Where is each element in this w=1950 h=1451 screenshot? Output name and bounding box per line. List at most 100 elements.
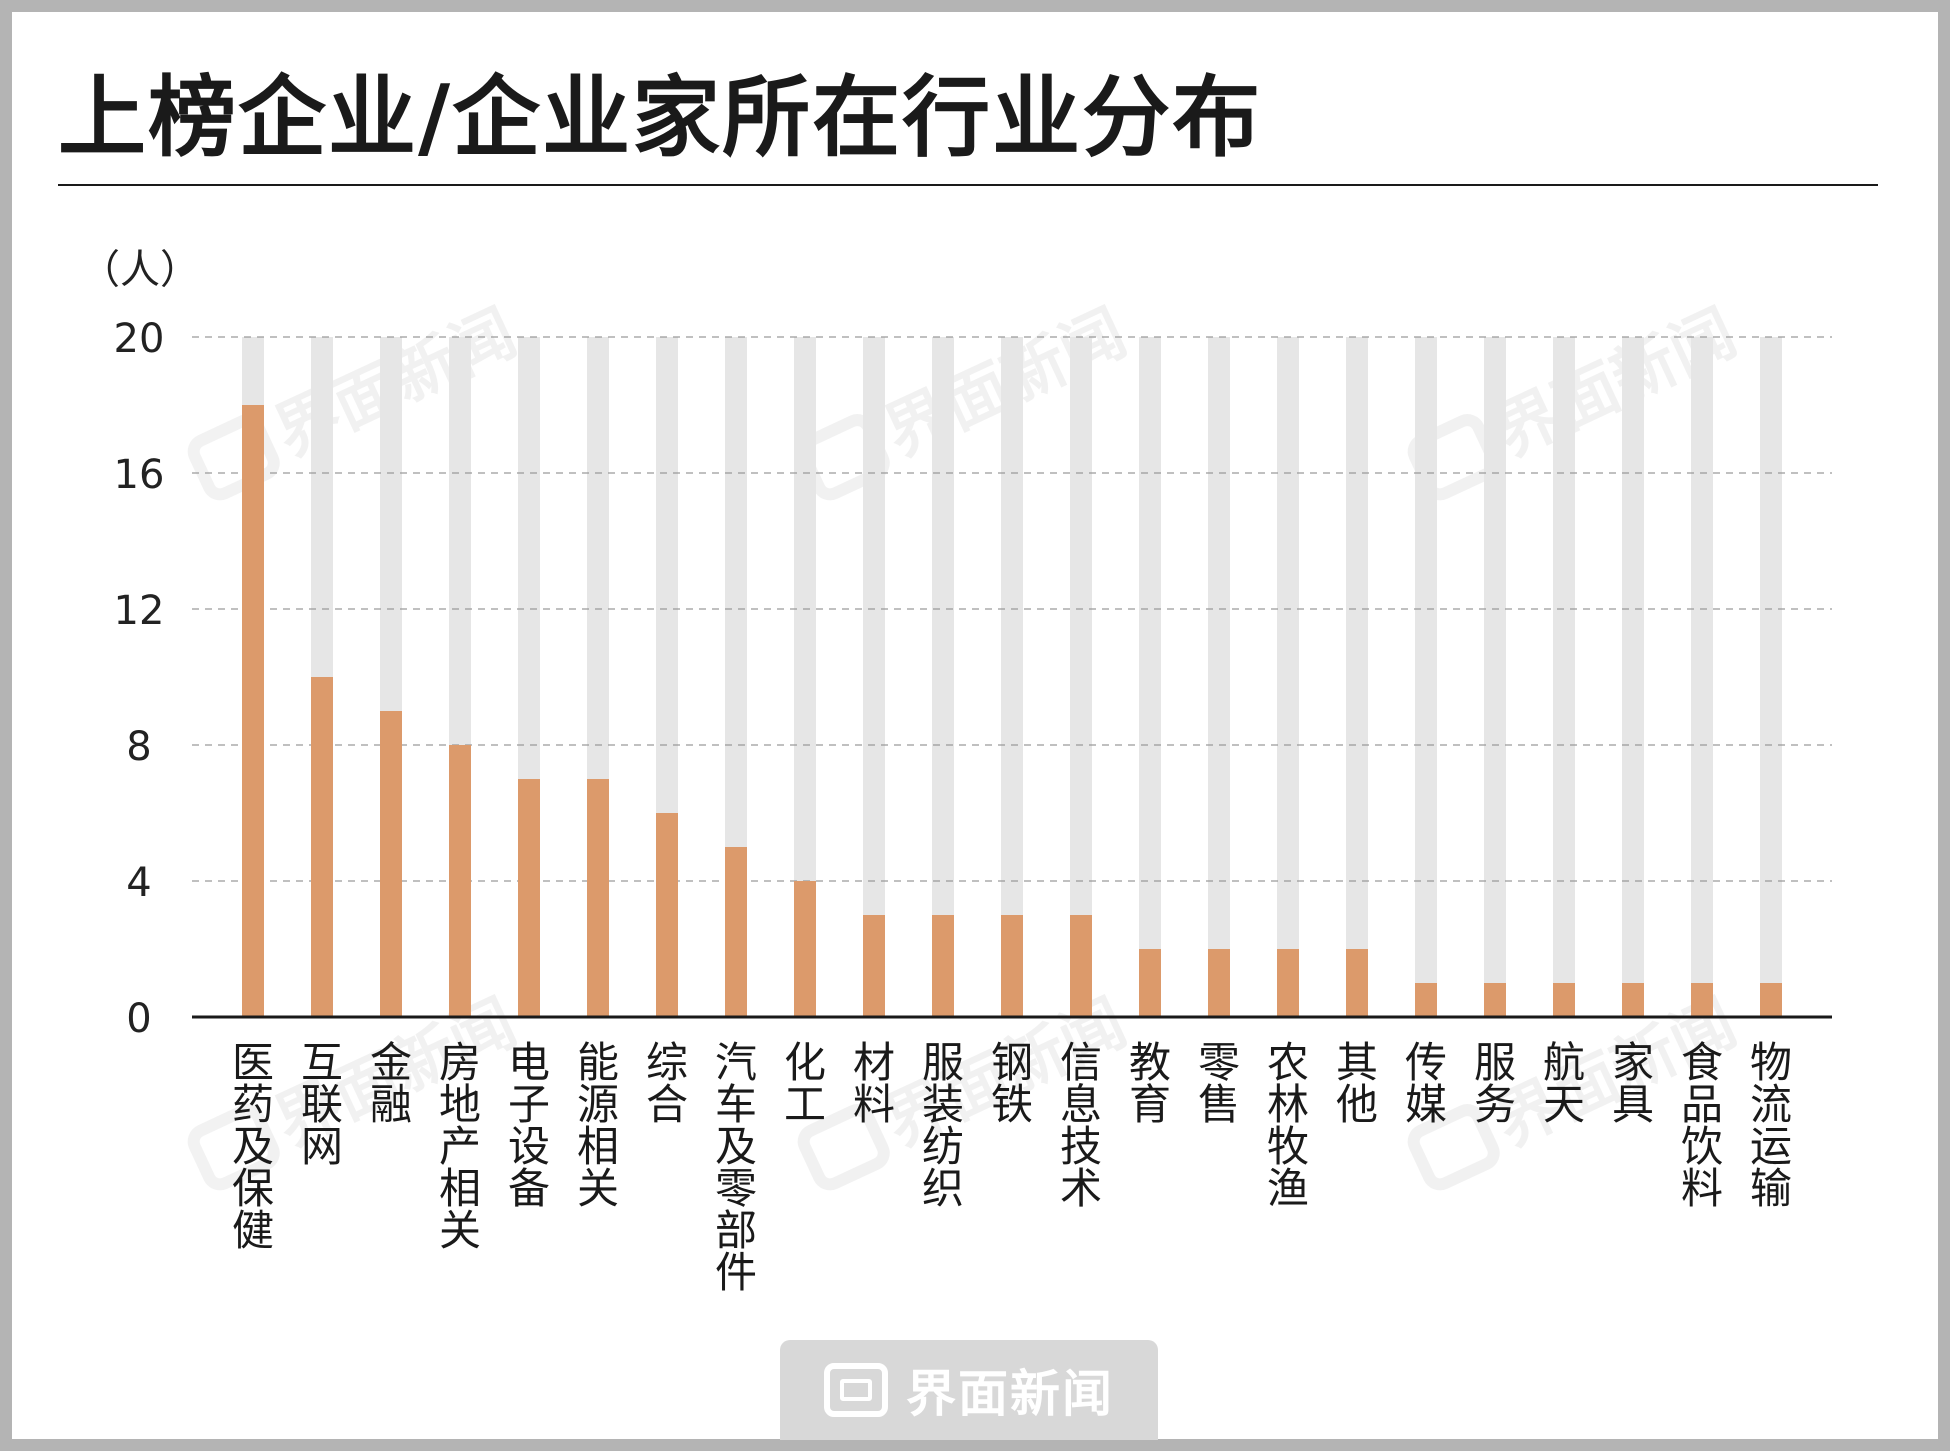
category-label-char: 务 <box>1474 1080 1516 1129</box>
category-label-char: 相 <box>577 1122 619 1171</box>
bar <box>311 677 333 1017</box>
category-label: 其他 <box>1336 1038 1378 1129</box>
bar <box>518 779 540 1017</box>
bar <box>1208 949 1230 1017</box>
category-label-char: 部 <box>715 1206 757 1255</box>
bar <box>863 915 885 1017</box>
category-label: 金融 <box>370 1038 412 1129</box>
y-tick-label: 12 <box>114 588 165 634</box>
category-label-char: 输 <box>1750 1164 1792 1213</box>
category-label-char: 设 <box>508 1122 550 1171</box>
category-label-char: 牧 <box>1267 1122 1309 1171</box>
bar <box>1415 983 1437 1017</box>
category-label: 零售 <box>1198 1038 1240 1129</box>
category-label-char: 品 <box>1681 1080 1723 1129</box>
bar <box>1622 983 1644 1017</box>
category-label-char: 子 <box>508 1080 550 1129</box>
y-tick-label: 20 <box>114 316 165 362</box>
category-label-char: 料 <box>853 1080 895 1129</box>
category-label-char: 件 <box>715 1248 757 1297</box>
category-label-char: 健 <box>232 1206 274 1255</box>
chart-title: 上榜企业/企业家所在行业分布 <box>58 66 1263 169</box>
bar <box>1691 983 1713 1017</box>
category-label-char: 及 <box>232 1122 274 1171</box>
category-label-char: 保 <box>232 1164 274 1213</box>
bar-track <box>1691 337 1713 1017</box>
category-label: 材料 <box>853 1038 895 1129</box>
bar-track <box>794 337 816 1017</box>
category-label: 钢铁 <box>991 1038 1033 1129</box>
bar-track <box>1484 337 1506 1017</box>
category-label-char: 农 <box>1267 1038 1309 1087</box>
y-axis-unit: （人） <box>80 247 200 293</box>
bar-track <box>1070 337 1092 1017</box>
bar <box>449 745 471 1017</box>
bar <box>1346 949 1368 1017</box>
bar <box>656 813 678 1017</box>
category-label-char: 航 <box>1543 1038 1585 1087</box>
category-label-char: 纺 <box>922 1122 964 1171</box>
category-label: 服务 <box>1474 1038 1516 1129</box>
watermark-icon <box>797 1104 890 1191</box>
bar-track <box>932 337 954 1017</box>
category-label-char: 具 <box>1612 1080 1654 1129</box>
category-label-char: 物 <box>1750 1038 1792 1087</box>
category-label-char: 医 <box>232 1038 274 1087</box>
category-label-char: 育 <box>1129 1080 1171 1129</box>
bar <box>1760 983 1782 1017</box>
category-label-char: 汽 <box>715 1038 757 1087</box>
category-label-char: 关 <box>577 1164 619 1213</box>
category-label-char: 装 <box>922 1080 964 1129</box>
category-label-char: 天 <box>1543 1080 1585 1129</box>
bar-track <box>1001 337 1023 1017</box>
bar <box>1484 983 1506 1017</box>
category-label-char: 金 <box>370 1038 412 1087</box>
category-label-char: 材 <box>853 1038 895 1087</box>
category-label: 汽车及零部件 <box>715 1038 757 1297</box>
category-label-char: 综 <box>646 1038 688 1087</box>
bar-track <box>1760 337 1782 1017</box>
bar <box>1139 949 1161 1017</box>
bar <box>1553 983 1575 1017</box>
bar <box>932 915 954 1017</box>
watermark: 界面新闻 <box>187 296 528 501</box>
category-label-char: 化 <box>784 1038 826 1087</box>
category-label-char: 织 <box>922 1164 964 1213</box>
watermark-icon <box>187 1104 280 1191</box>
category-label-char: 关 <box>439 1206 481 1255</box>
category-label: 能源相关 <box>577 1038 619 1213</box>
bar <box>380 711 402 1017</box>
brand-name: 界面新闻 <box>906 1365 1114 1423</box>
category-label-char: 合 <box>646 1080 688 1129</box>
bar-track <box>1277 337 1299 1017</box>
category-label-char: 相 <box>439 1164 481 1213</box>
bar-track <box>1346 337 1368 1017</box>
brand-logo-icon <box>824 1363 888 1417</box>
y-tick-label: 8 <box>126 724 151 770</box>
category-label-char: 运 <box>1750 1122 1792 1171</box>
category-label-char: 饮 <box>1681 1122 1723 1171</box>
category-label-char: 林 <box>1267 1080 1309 1129</box>
category-label: 化工 <box>784 1038 826 1129</box>
category-label-char: 传 <box>1405 1038 1447 1087</box>
y-tick-label: 0 <box>126 996 151 1042</box>
y-tick-label: 16 <box>114 452 165 498</box>
category-label-char: 其 <box>1336 1038 1378 1087</box>
category-label-char: 工 <box>784 1080 826 1129</box>
bar-track <box>1208 337 1230 1017</box>
category-label: 综合 <box>646 1038 688 1129</box>
category-label-char: 料 <box>1681 1164 1723 1213</box>
category-label-char: 备 <box>508 1164 550 1213</box>
category-label-char: 电 <box>508 1038 550 1087</box>
category-label-char: 房 <box>439 1038 481 1087</box>
bar <box>725 847 747 1017</box>
category-label: 教育 <box>1129 1038 1171 1129</box>
brand-footer: 界面新闻 <box>780 1340 1158 1440</box>
category-label-char: 息 <box>1060 1080 1102 1129</box>
category-label: 互联网 <box>301 1038 343 1171</box>
category-label-char: 售 <box>1198 1080 1240 1129</box>
category-label: 家具 <box>1612 1038 1654 1129</box>
category-label-char: 家 <box>1612 1038 1654 1087</box>
category-label-char: 信 <box>1060 1038 1102 1087</box>
